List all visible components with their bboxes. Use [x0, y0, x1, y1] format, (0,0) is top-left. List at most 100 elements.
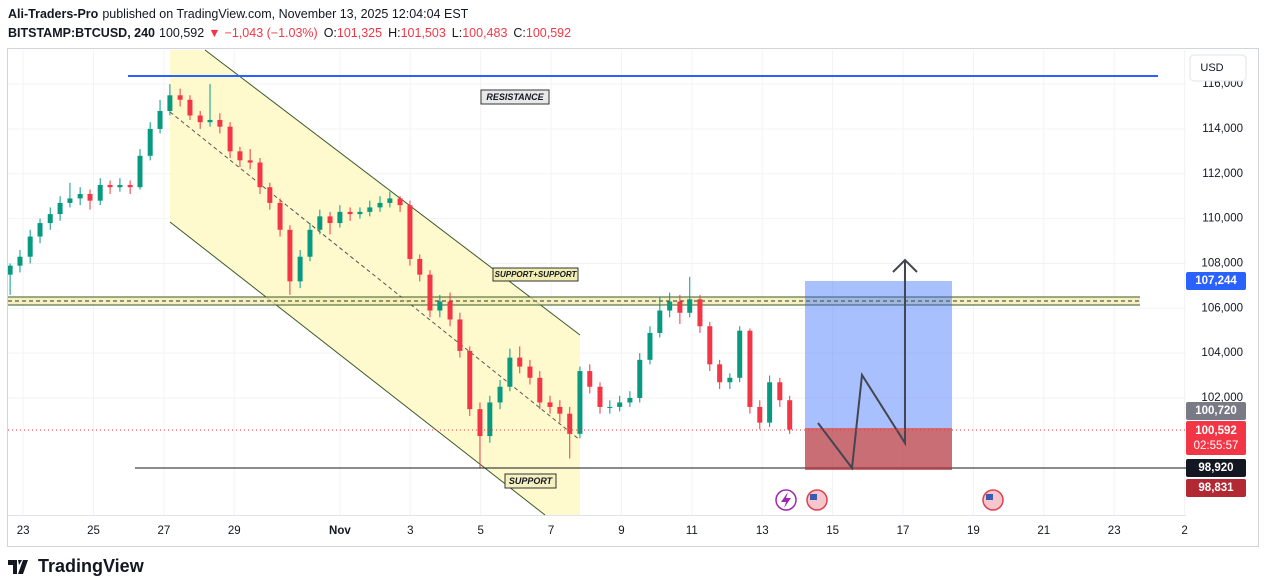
currency-button[interactable]: [1189, 54, 1247, 82]
candle-body: [247, 160, 253, 163]
x-tick-label: 29: [228, 525, 241, 537]
candle-body: [87, 193, 93, 201]
candle-body: [577, 371, 583, 434]
candle-body: [717, 364, 723, 383]
tag-box: [492, 267, 579, 282]
x-tick-label: 17: [897, 525, 910, 537]
candle-body: [487, 402, 493, 437]
ohlc-key: L:: [451, 26, 463, 40]
candle-body: [317, 216, 323, 230]
symbol-line: BITSTAMP:BTCUSD, 240 100,592 ▼ −1,043 (−1.0…: [8, 24, 571, 43]
candle-body: [597, 386, 603, 407]
logo: TradingView: [38, 556, 144, 576]
candle-body: [147, 128, 153, 156]
candle-body: [197, 115, 203, 123]
y-tick-label: 114,000: [1202, 123, 1243, 135]
x-tick-label: 2: [1181, 525, 1187, 537]
candle-body: [467, 350, 473, 410]
candle-body: [457, 319, 463, 351]
flag-canton: [810, 494, 817, 500]
change: −1,043 (−1.03%): [224, 26, 318, 40]
candle-body: [747, 330, 753, 407]
candle-body: [177, 95, 183, 100]
candle-body: [187, 99, 193, 116]
candle-body: [357, 211, 363, 215]
candle-body: [737, 330, 743, 378]
ohlc-value: 100,592: [525, 26, 572, 40]
candle-body: [277, 202, 283, 230]
countdown: 02:55:57: [1194, 440, 1239, 452]
footer: TradingView: [8, 556, 144, 577]
candle-body: [217, 119, 223, 127]
zone-tag: SUPPORT+SUPPORT: [495, 270, 578, 279]
candle-body: [647, 332, 653, 360]
candle-body: [657, 310, 663, 333]
candle-body: [627, 397, 633, 403]
y-tick-label: 108,000: [1201, 257, 1243, 269]
support-tag: SUPPORT: [509, 476, 554, 486]
ohlc-value: 101,325: [336, 26, 383, 40]
price-label-box: [1186, 402, 1246, 420]
x-tick-label: 7: [548, 525, 554, 537]
candle-body: [667, 301, 673, 311]
candle-body: [77, 193, 83, 199]
y-tick-label: 106,000: [1201, 302, 1243, 314]
stop-box: [805, 428, 952, 470]
x-tick-label: 15: [826, 525, 839, 537]
target-box: [805, 281, 952, 428]
candle-body: [697, 299, 703, 327]
candle-body: [537, 377, 543, 403]
candle-body: [97, 184, 103, 201]
price-label-box: [1186, 272, 1246, 290]
candle-body: [347, 211, 353, 215]
ohlc-key: O:: [323, 26, 337, 40]
candle-body: [397, 198, 403, 206]
symbol: BITSTAMP:BTCUSD, 240: [8, 26, 156, 40]
candle-body: [757, 406, 763, 423]
channel-lower: [169, 221, 546, 516]
price: 100,592: [159, 26, 205, 40]
author: Ali-Traders-Pro: [8, 7, 99, 21]
logo-mark: [8, 559, 28, 574]
candle-body: [437, 301, 443, 311]
price-label: 100,592: [1195, 425, 1237, 437]
candle-body: [727, 377, 733, 383]
candle-body: [677, 301, 683, 313]
candle-body: [787, 400, 793, 430]
candle-body: [117, 184, 123, 188]
candle-body: [507, 357, 513, 387]
y-tick-label: 112,000: [1202, 168, 1243, 180]
ohlc-key: C:: [513, 26, 526, 40]
candle-body: [107, 184, 113, 188]
y-tick-label: 110,000: [1202, 213, 1243, 225]
x-tick-label: Nov: [329, 525, 351, 537]
channel-upper: [204, 49, 581, 336]
candle-body: [617, 402, 623, 407]
candle-body: [67, 198, 73, 203]
candle-body: [8, 265, 13, 275]
candle-body: [17, 256, 23, 266]
projection-arrow: [892, 258, 918, 273]
candle-body: [567, 413, 573, 434]
candle-body: [607, 406, 613, 408]
event-icon-bolt: [781, 492, 791, 508]
x-tick-label: 13: [756, 525, 769, 537]
candle-body: [767, 382, 773, 423]
candle-body: [387, 198, 393, 203]
candle-body: [207, 119, 213, 123]
candle-body: [227, 126, 233, 152]
candle-body: [237, 151, 243, 161]
candle-body: [137, 155, 143, 188]
currency: USD: [1200, 62, 1223, 74]
candle-body: [127, 184, 133, 188]
candle-body: [267, 187, 273, 203]
candle-body: [367, 207, 373, 212]
price-label: 98,920: [1198, 462, 1233, 474]
header-line: Ali-Traders-Pro published on TradingView.…: [8, 5, 571, 24]
candle-body: [477, 409, 483, 437]
candle-body: [777, 382, 783, 401]
price-label-box: [1186, 479, 1246, 497]
candle-body: [167, 95, 173, 111]
candle-body: [587, 371, 593, 387]
